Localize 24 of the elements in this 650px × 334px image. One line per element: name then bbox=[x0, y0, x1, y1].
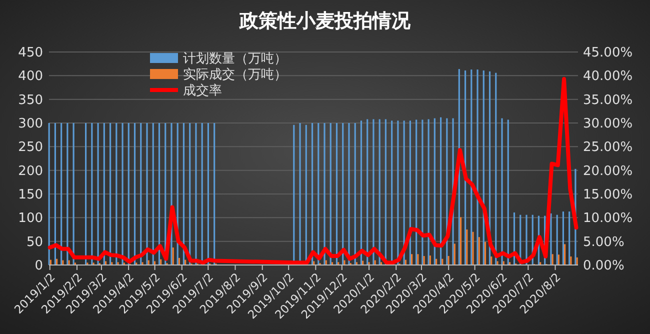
y2-tick-label: 35.00% bbox=[583, 92, 633, 108]
chart-title: 政策性小麦投拍情况 bbox=[238, 10, 412, 32]
legend-label: 成交率 bbox=[183, 82, 222, 99]
y2-tick-label: 40.00% bbox=[583, 69, 633, 84]
y-tick-label: 450 bbox=[18, 46, 43, 61]
y-tick-label: 250 bbox=[18, 140, 43, 156]
y-tick-label: 350 bbox=[18, 92, 43, 108]
y2-tick-label: 10.00% bbox=[583, 211, 633, 226]
y-tick-label: 150 bbox=[18, 188, 43, 203]
y-tick-label: 100 bbox=[18, 211, 43, 226]
legend-label: 实际成交（万吨） bbox=[183, 66, 287, 83]
legend-label: 计划数量（万吨） bbox=[183, 52, 287, 67]
y2-tick-label: 15.00% bbox=[583, 188, 633, 203]
y2-tick-label: 0.00% bbox=[583, 258, 624, 274]
y-tick-label: 0 bbox=[34, 258, 43, 274]
y2-tick-label: 45.00% bbox=[583, 46, 633, 61]
y2-tick-label: 20.00% bbox=[583, 164, 633, 179]
y-tick-label: 50 bbox=[26, 234, 43, 250]
y-tick-label: 200 bbox=[18, 164, 43, 179]
y2-tick-label: 5.00% bbox=[583, 234, 624, 250]
y-tick-label: 300 bbox=[18, 116, 43, 132]
y2-tick-label: 30.00% bbox=[583, 116, 633, 132]
y-tick-label: 400 bbox=[18, 69, 43, 84]
y2-tick-label: 25.00% bbox=[583, 140, 633, 156]
